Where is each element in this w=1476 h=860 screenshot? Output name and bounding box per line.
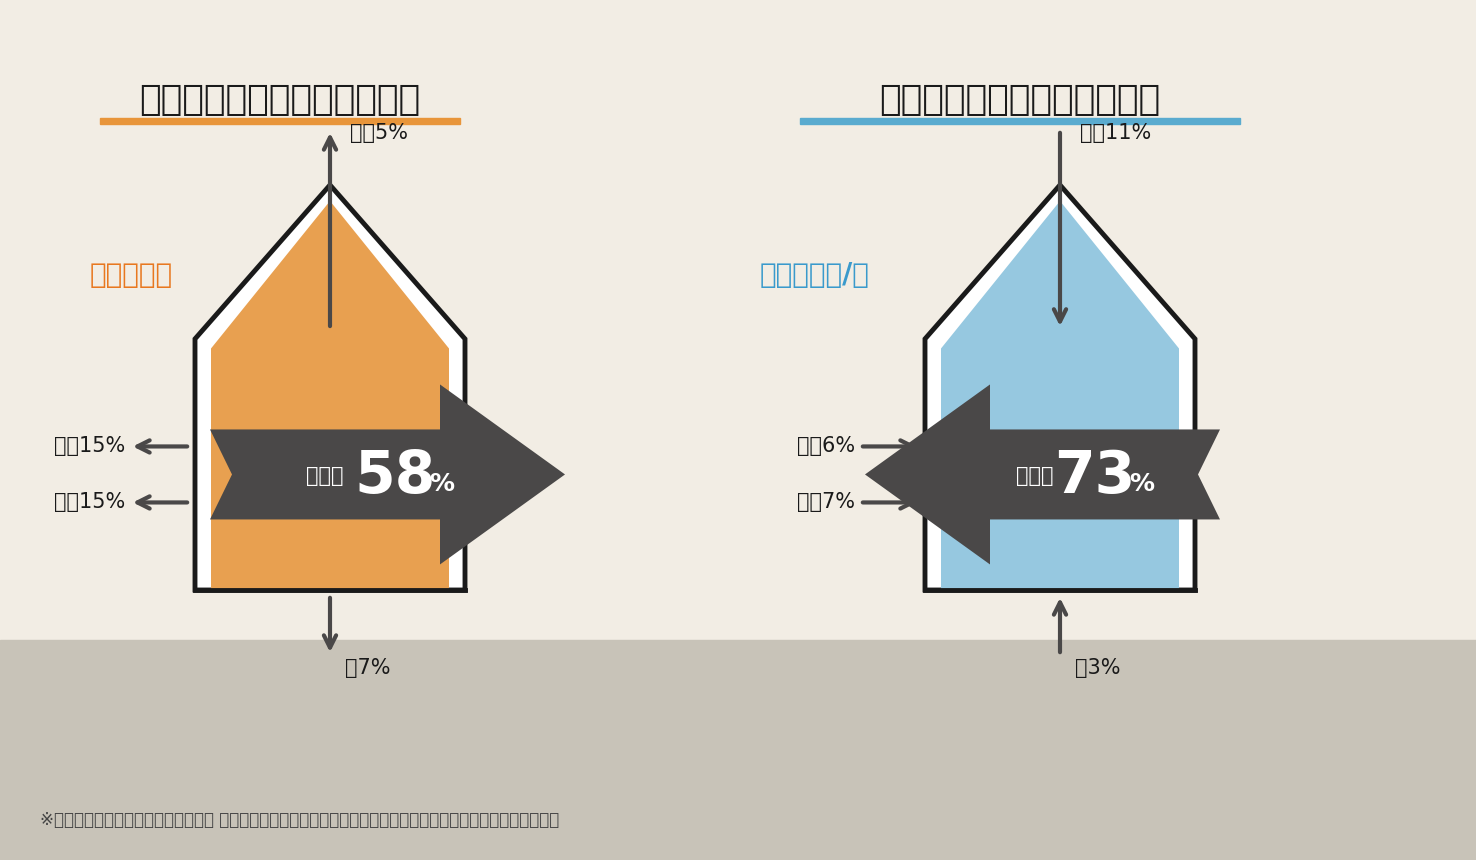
Text: 外の熱が室内に入り込む割合: 外の熱が室内に入り込む割合	[880, 83, 1160, 117]
Text: 室内から外に熱が逃げる割合: 室内から外に熱が逃げる割合	[139, 83, 421, 117]
Text: 外壁15%: 外壁15%	[53, 493, 125, 513]
Bar	[800, 118, 1240, 124]
Text: 開口部: 開口部	[306, 466, 344, 487]
Text: 床3%: 床3%	[1075, 658, 1120, 678]
Text: %: %	[1129, 472, 1154, 496]
Polygon shape	[195, 185, 465, 590]
Text: 58: 58	[354, 448, 435, 505]
Polygon shape	[925, 185, 1196, 590]
Polygon shape	[211, 201, 449, 590]
Polygon shape	[942, 201, 1179, 590]
Bar	[0, 640, 1476, 860]
Text: 外壁7%: 外壁7%	[797, 493, 855, 513]
Text: 冬の暖房時: 冬の暖房時	[90, 261, 173, 289]
Polygon shape	[210, 384, 565, 564]
Text: 屋根5%: 屋根5%	[350, 123, 407, 143]
Text: 開口部: 開口部	[1017, 466, 1054, 487]
Bar	[100, 118, 461, 124]
Text: ※出典：日本建材・住宅設備産業協会 省エネルギー建材普及促進センター「省エネ建材で、快適な家、健康な家」: ※出典：日本建材・住宅設備産業協会 省エネルギー建材普及促進センター「省エネ建材…	[40, 811, 559, 829]
Polygon shape	[865, 384, 1221, 564]
Text: %: %	[430, 472, 455, 496]
Text: 夏の冷房時/昼: 夏の冷房時/昼	[760, 261, 869, 289]
Text: 換気15%: 換気15%	[53, 437, 125, 457]
Text: 屋根11%: 屋根11%	[1080, 123, 1151, 143]
Text: 床7%: 床7%	[345, 658, 391, 678]
Text: 換気6%: 換気6%	[797, 437, 855, 457]
Text: 73: 73	[1054, 448, 1135, 505]
